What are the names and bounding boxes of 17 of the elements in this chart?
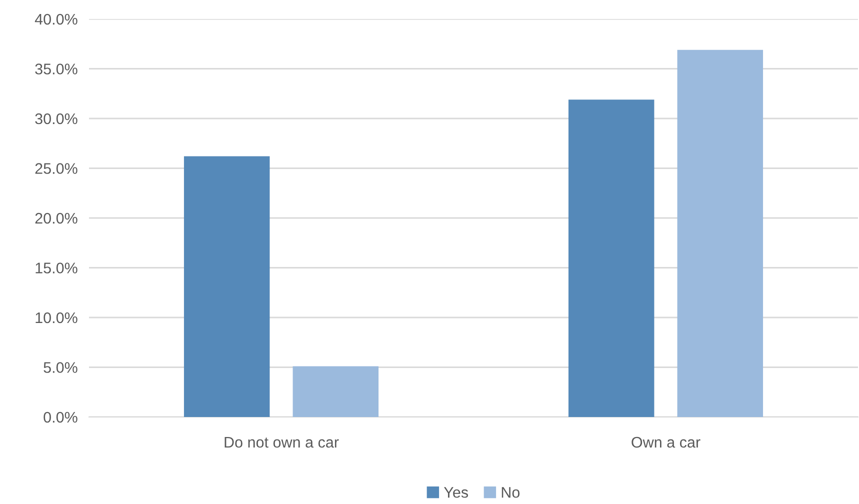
y-tick-label: 5.0% <box>44 362 78 373</box>
legend-label: Yes <box>444 487 468 498</box>
bar <box>677 50 764 417</box>
bar <box>292 366 379 417</box>
y-tick-label: 30.0% <box>35 113 78 124</box>
bar <box>568 100 654 417</box>
x-tick-label: Do not own a car <box>224 437 339 448</box>
y-tick-label: 10.0% <box>36 312 78 324</box>
y-tick-label: 0.0% <box>44 412 78 423</box>
legend-label: No <box>502 487 520 498</box>
bar <box>184 156 270 417</box>
y-tick-label: 15.0% <box>36 262 78 274</box>
y-tick-label: 35.0% <box>35 64 78 74</box>
y-tick-label: 20.0% <box>35 212 78 224</box>
y-tick-label: 25.0% <box>35 163 78 174</box>
y-tick-label: 40.0% <box>34 14 78 25</box>
x-tick-label: Own a car <box>632 436 700 448</box>
